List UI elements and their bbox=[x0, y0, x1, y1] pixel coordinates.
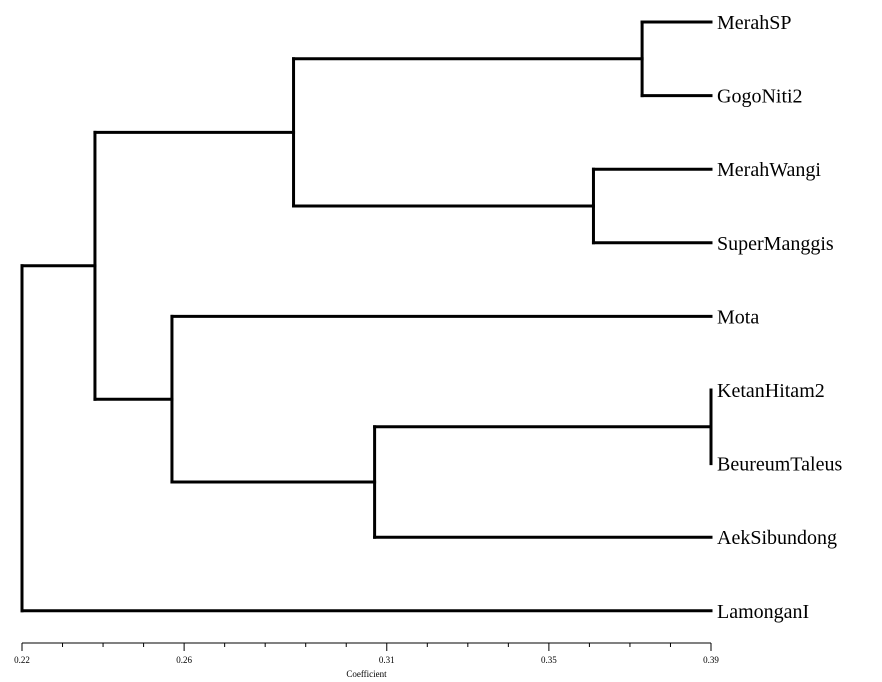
axis-ticks bbox=[21, 643, 712, 651]
leaf-label: KetanHitam2 bbox=[717, 380, 825, 402]
leaf-label: GogoNiti2 bbox=[717, 86, 803, 108]
leaf-labels: MerahSP GogoNiti2 MerahWangi SuperManggis Mo… bbox=[717, 12, 842, 623]
axis-tick-label: 0.26 bbox=[176, 655, 192, 665]
leaf-label: AekSibundong bbox=[717, 527, 837, 549]
axis-tick-label: 0.39 bbox=[703, 655, 719, 665]
axis-tick-labels: 0.22 0.26 0.31 0.35 0.39 bbox=[14, 655, 719, 665]
leaf-label: LamonganI bbox=[717, 601, 809, 623]
coefficient-axis: 0.22 0.26 0.31 0.35 0.39 Coefficient bbox=[14, 642, 719, 679]
axis-tick-label: 0.22 bbox=[14, 655, 30, 665]
leaf-label: MerahWangi bbox=[717, 159, 821, 181]
leaf-label: MerahSP bbox=[717, 12, 791, 34]
leaf-label: BeureumTaleus bbox=[717, 454, 842, 476]
leaf-label: SuperManggis bbox=[717, 233, 834, 255]
axis-title: Coefficient bbox=[346, 669, 387, 679]
leaf-label: Mota bbox=[717, 306, 759, 328]
dendrogram-branches bbox=[20, 20, 713, 613]
axis-tick-label: 0.35 bbox=[541, 655, 557, 665]
axis-tick-label: 0.31 bbox=[379, 655, 395, 665]
